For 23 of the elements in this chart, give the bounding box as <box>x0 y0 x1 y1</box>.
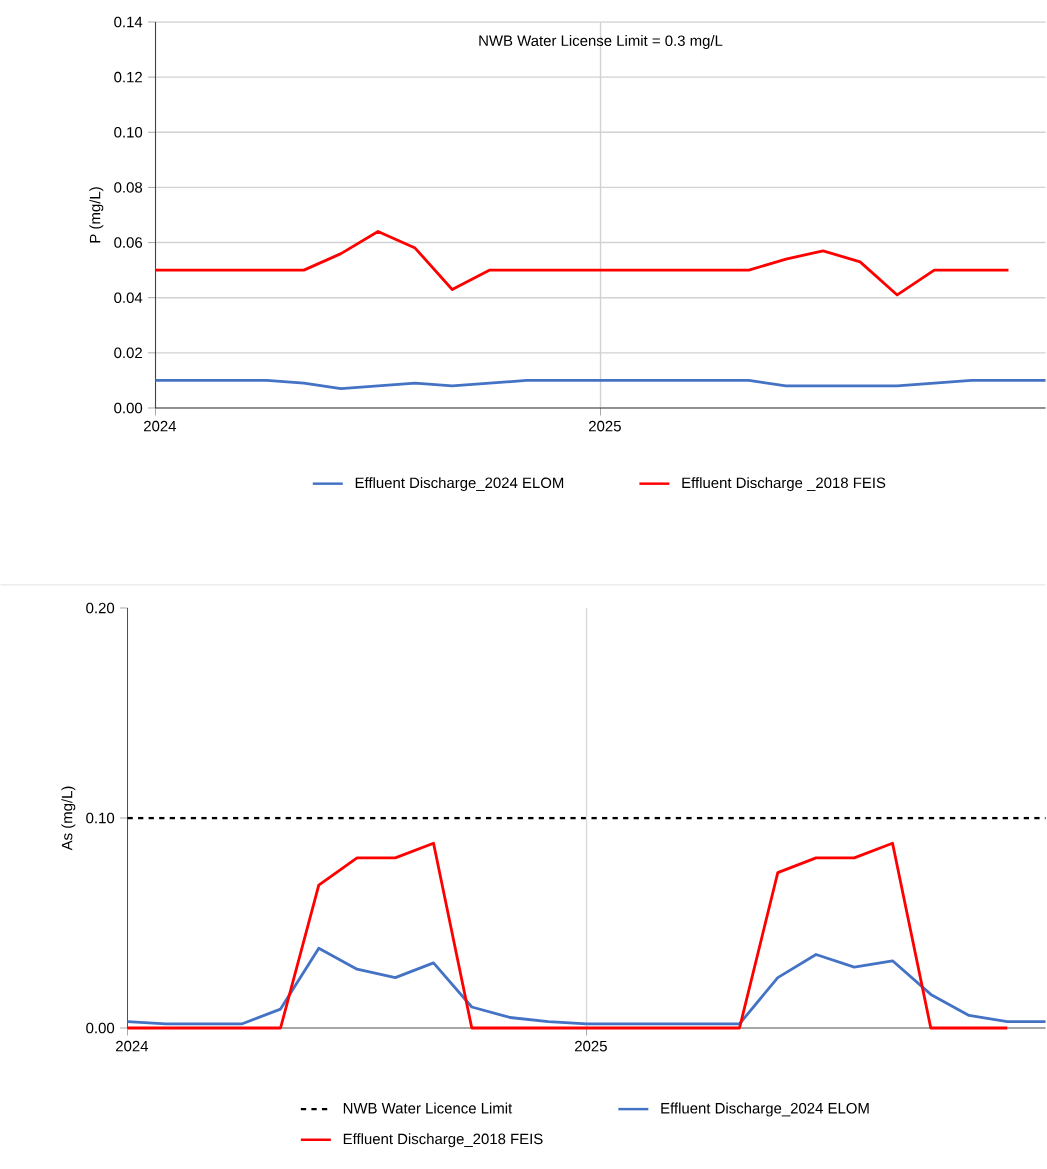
y-tick-label: 0.10 <box>114 127 143 138</box>
y-axis-title: As (mg/L) <box>61 786 76 851</box>
legend-label: Effluent Discharge _2018 FEIS <box>682 477 886 492</box>
y-tick-label: 0.06 <box>114 237 143 248</box>
y-tick-label: 0.08 <box>114 182 143 193</box>
y-tick-label: 0.14 <box>114 16 143 28</box>
legend-label: Effluent Discharge_2018 FEIS <box>343 1133 543 1148</box>
y-tick-label: 0.02 <box>114 347 142 359</box>
y-tick-label: 0.00 <box>86 1022 115 1034</box>
annotation: NWB Water License Limit = 0.3 mg/L <box>479 35 723 49</box>
legend-label: Effluent Discharge_2024 ELOM <box>661 1102 869 1117</box>
y-tick-label: 0.20 <box>86 602 115 614</box>
x-tick-label: 2025 <box>589 420 621 432</box>
y-tick-label: 0.04 <box>114 292 143 303</box>
x-tick-label: 2024 <box>144 420 177 432</box>
legend-label: NWB Water Licence Limit <box>343 1102 513 1114</box>
y-axis-title: P (mg/L) <box>89 187 104 243</box>
y-tick-label: 0.00 <box>114 402 143 414</box>
x-tick-label: 2024 <box>116 1040 149 1052</box>
legend-label: Effluent Discharge_2024 ELOM <box>355 477 564 492</box>
x-tick-label: 2025 <box>575 1040 607 1052</box>
y-tick-label: 0.10 <box>86 812 115 824</box>
y-tick-label: 0.12 <box>114 71 142 83</box>
